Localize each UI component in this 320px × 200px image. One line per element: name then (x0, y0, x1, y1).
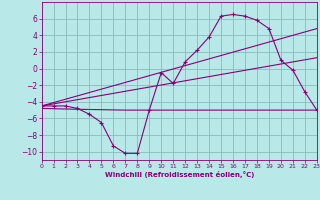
X-axis label: Windchill (Refroidissement éolien,°C): Windchill (Refroidissement éolien,°C) (105, 171, 254, 178)
